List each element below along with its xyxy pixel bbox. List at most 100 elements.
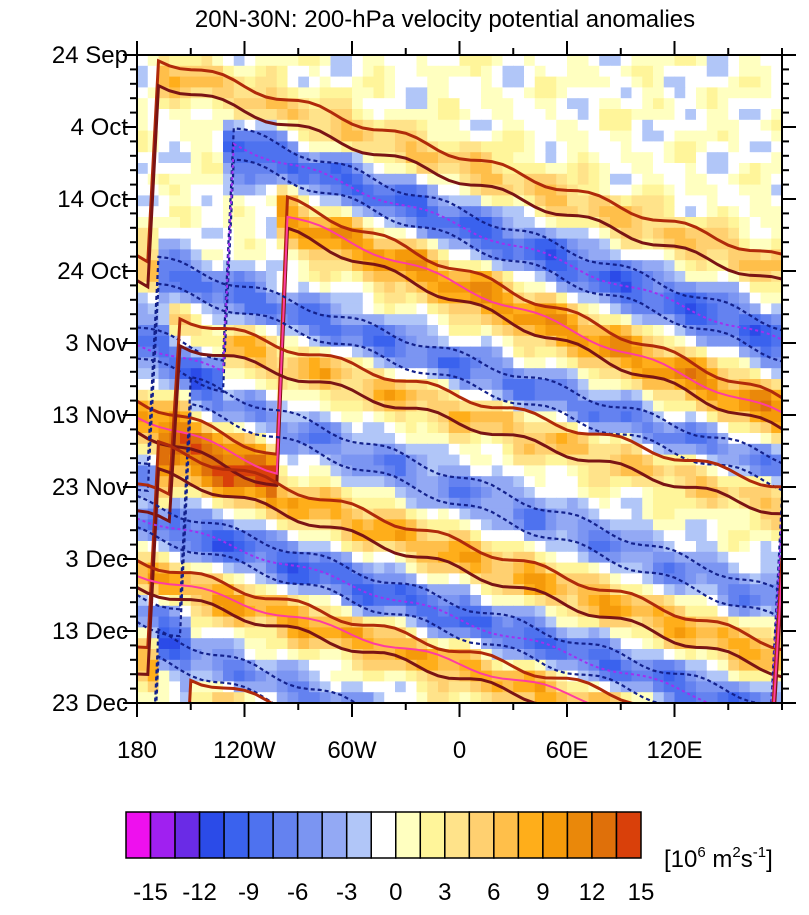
field-cell bbox=[717, 508, 729, 520]
field-cell bbox=[674, 357, 686, 369]
colorbar-label: 0 bbox=[389, 879, 402, 906]
field-cell bbox=[728, 692, 740, 703]
field-cell bbox=[384, 163, 396, 175]
field-cell bbox=[567, 497, 579, 510]
field-cell bbox=[556, 595, 568, 607]
field-cell bbox=[491, 368, 504, 380]
field-cell bbox=[642, 141, 654, 153]
field-cell bbox=[201, 541, 213, 553]
field-cell bbox=[481, 411, 493, 423]
field-cell bbox=[470, 411, 482, 423]
field-cell bbox=[158, 55, 170, 67]
field-cell bbox=[567, 314, 579, 326]
field-cell bbox=[147, 454, 160, 466]
field-cell bbox=[147, 497, 160, 510]
field-cell bbox=[212, 249, 224, 261]
field-cell bbox=[771, 433, 782, 445]
field-cell bbox=[255, 530, 267, 542]
field-cell bbox=[319, 433, 332, 445]
field-cell bbox=[416, 476, 428, 488]
field-cell bbox=[244, 379, 256, 391]
field-cell bbox=[298, 238, 310, 250]
field-cell bbox=[362, 616, 375, 628]
field-cell bbox=[459, 465, 471, 477]
field-cell bbox=[137, 335, 149, 348]
field-cell bbox=[685, 551, 697, 564]
field-cell bbox=[223, 670, 235, 682]
field-cell bbox=[513, 130, 525, 142]
field-cell bbox=[653, 55, 665, 67]
field-cell bbox=[513, 98, 525, 110]
field-cell bbox=[513, 249, 525, 261]
field-cell bbox=[416, 681, 428, 693]
field-cell bbox=[190, 238, 203, 250]
field-cell bbox=[749, 98, 762, 110]
field-cell bbox=[352, 627, 364, 639]
field-cell bbox=[427, 271, 439, 283]
field-cell bbox=[481, 260, 493, 272]
field-cell bbox=[599, 530, 611, 542]
field-cell bbox=[674, 562, 686, 574]
field-cell bbox=[696, 443, 708, 456]
field-cell bbox=[771, 314, 782, 326]
field-cell bbox=[556, 605, 568, 618]
field-cell bbox=[545, 98, 557, 110]
field-cell bbox=[448, 379, 461, 391]
field-cell bbox=[728, 98, 740, 110]
field-cell bbox=[362, 530, 375, 542]
field-cell bbox=[771, 130, 782, 142]
field-cell bbox=[416, 638, 428, 650]
field-cell bbox=[631, 562, 643, 574]
field-cell bbox=[158, 65, 170, 78]
field-cell bbox=[319, 109, 332, 121]
field-cell bbox=[190, 217, 203, 229]
field-cell bbox=[513, 152, 525, 164]
field-cell bbox=[233, 411, 246, 423]
field-cell bbox=[244, 605, 256, 618]
field-cell bbox=[491, 98, 504, 110]
field-cell bbox=[298, 325, 310, 337]
field-cell bbox=[663, 400, 676, 412]
field-cell bbox=[169, 573, 181, 585]
field-cell bbox=[438, 389, 450, 402]
field-cell bbox=[481, 443, 493, 456]
field-cell bbox=[610, 184, 622, 196]
field-cell bbox=[706, 119, 719, 132]
field-cell bbox=[577, 281, 590, 294]
field-cell bbox=[309, 249, 321, 261]
field-cell bbox=[362, 281, 375, 294]
field-cell bbox=[749, 681, 762, 693]
field-cell bbox=[749, 454, 762, 466]
field-cell bbox=[491, 433, 504, 445]
field-cell bbox=[567, 465, 579, 477]
field-cell bbox=[384, 616, 396, 628]
field-cell bbox=[674, 595, 686, 607]
field-cell bbox=[255, 87, 267, 99]
field-cell bbox=[330, 692, 342, 703]
field-cell bbox=[491, 411, 504, 423]
field-cell bbox=[341, 670, 353, 682]
field-cell bbox=[287, 508, 299, 520]
field-cell bbox=[416, 389, 428, 402]
field-cell bbox=[459, 55, 471, 67]
field-cell bbox=[631, 271, 643, 283]
field-cell bbox=[513, 573, 525, 585]
field-cell bbox=[255, 433, 267, 445]
field-cell bbox=[438, 595, 450, 607]
field-cell bbox=[513, 195, 525, 207]
field-cell bbox=[717, 195, 729, 207]
field-cell bbox=[287, 584, 299, 596]
field-cell bbox=[545, 379, 557, 391]
field-cell bbox=[545, 227, 557, 240]
field-cell bbox=[180, 217, 192, 229]
field-cell bbox=[405, 519, 418, 531]
field-cell bbox=[298, 130, 310, 142]
field-cell bbox=[341, 87, 353, 99]
field-cell bbox=[481, 541, 493, 553]
field-cell bbox=[588, 206, 600, 218]
field-cell bbox=[491, 487, 504, 499]
field-cell bbox=[524, 271, 536, 283]
field-cell bbox=[642, 249, 654, 261]
field-cell bbox=[491, 379, 504, 391]
field-cell bbox=[588, 389, 600, 402]
